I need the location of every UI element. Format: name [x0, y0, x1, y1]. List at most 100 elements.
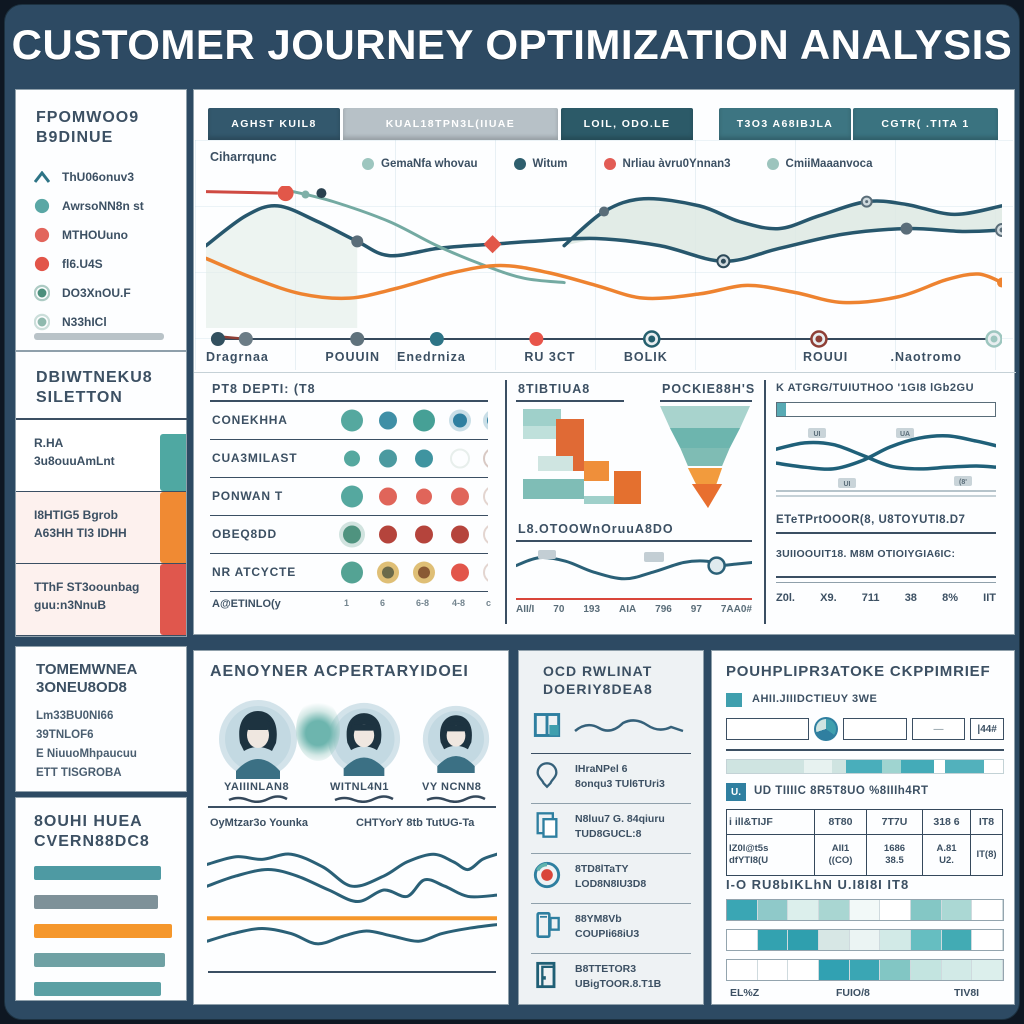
legend-item-label: N33hICl: [62, 314, 107, 329]
recommendation-line1: B8TTETOR3: [575, 963, 637, 975]
progress-field[interactable]: [776, 402, 996, 417]
spark-label-2: CHTYorY 8tb TutUG-Ta: [356, 817, 475, 829]
selection-row[interactable]: R.HA 3u8ouuAmLnt: [16, 420, 186, 492]
heatmap-cell: [849, 960, 881, 980]
experiments-panel: POUHPLIPR3ATOKE CKPPIMRIEF AHII.JIIIDCTI…: [711, 650, 1015, 1005]
personas-bottom-rule: [208, 971, 496, 973]
matrix-header: PT8 DEPTI: (T8: [212, 382, 316, 396]
timeline-label: ROUUI: [803, 350, 849, 364]
spark-label-1: OyMtzar3o Younka: [210, 817, 309, 829]
timeline-label: POUUIN: [325, 350, 381, 364]
pie-icon[interactable]: [814, 717, 839, 741]
recommendations-panel: OCD RWLINAT DOERIY8DEA8 IHraNPel 6 8onqu3…: [518, 650, 704, 1005]
persona-avatar: [422, 705, 490, 773]
selection-row-accent: [160, 564, 186, 635]
forecast-number: IIT: [983, 592, 996, 604]
matrix-footer-tick: 1: [344, 598, 350, 608]
selection-row[interactable]: TThF ST3oounbag guu:n3NnuB: [16, 564, 186, 636]
matrix-row-label: NR ATCYCTE: [212, 565, 296, 579]
trend-rule: [516, 540, 752, 542]
overview-bar: [34, 982, 161, 996]
waterfall-chart: [518, 406, 644, 506]
bar-track: [34, 895, 172, 909]
selection-row[interactable]: I8HTIG5 Bgrob A63HH TI3 IDHH: [16, 492, 186, 564]
text-field[interactable]: [726, 718, 810, 740]
trend-x-labels: AII/I 70 193 AIA 796 97 7AA0#: [516, 604, 752, 615]
forecast-number: 38: [904, 592, 917, 604]
chart-legend-label: GemaNfa whovau: [381, 158, 478, 170]
table-header-cell: i ill&TIJF: [726, 809, 815, 835]
heatmap-cell: [972, 960, 1003, 980]
bar-segment: [881, 760, 901, 773]
heatmap-cell: [941, 930, 973, 950]
waterfall-block: [523, 408, 561, 429]
table-data-cell: 1686 38.5: [866, 834, 923, 876]
waterfall-block: [583, 496, 639, 504]
timeline-label: BOLIK: [623, 350, 668, 364]
legend-item-label: ThU06onuv3: [62, 169, 135, 184]
connections-panel: TOMEMWNEA 3ONEU8OD8 Lm33BU0NI66 39TNLOF6 E…: [15, 646, 187, 792]
heatmap-cell: [818, 930, 850, 950]
text-field[interactable]: |44#: [970, 718, 1004, 740]
heatmap-cell: [849, 930, 881, 950]
matrix-footer-tick: 6: [380, 598, 386, 608]
heatmap-cell: [849, 900, 881, 920]
matrix-row: CONEKHHA: [210, 402, 488, 440]
cross-chart-header: K ATGRG/TUIUTHOO '1GI8 lGb2GU: [776, 382, 975, 394]
tab-journey-stage[interactable]: AGHST KUIL8: [208, 108, 340, 140]
text-field[interactable]: —: [911, 718, 966, 740]
recommendation-item[interactable]: B8TTETOR3 UBigTOOR.8.T1B: [531, 955, 691, 1003]
selection-row-line2: 3u8ouuAmLnt: [34, 454, 115, 468]
connections-line: E NiuuoMhpaucuu: [36, 748, 137, 760]
cross-baseline: [776, 495, 996, 497]
door-icon: [533, 961, 561, 989]
overview-bar: [34, 953, 166, 967]
tab-journey-stage[interactable]: KUAL18TPN3L(IIUAE: [343, 108, 558, 140]
tab-journey-stage[interactable]: T3O3 A68IBJLA: [719, 108, 851, 140]
selection-row-line2: guu:n3NnuB: [34, 598, 106, 612]
funnel-chart: [660, 406, 750, 508]
forecast-numbers: Z0l. X9. 711 38 8% IIT: [776, 592, 996, 604]
ring-dot-icon: [34, 284, 50, 301]
selection-title-1: DBIWTNEKU8: [36, 369, 153, 386]
chevron-up-icon: [34, 169, 50, 185]
watercolor-blob: [296, 699, 340, 761]
page-title: CUSTOMER JOURNEY OPTIMIZATION ANALYSIS: [11, 21, 1013, 68]
legend-item: MTHOUuno: [34, 220, 178, 249]
recommendation-item[interactable]: 88YM8Vb COUPIi68iU3: [531, 905, 691, 954]
persona-sparklines: [207, 852, 497, 946]
recommendation-item[interactable]: [531, 705, 691, 754]
matrix-header-rule: [210, 400, 488, 402]
bar-segment: [983, 760, 1003, 773]
trend-title: L8.OTOOWnOruuA8DO: [518, 522, 674, 536]
funnel-rule: [660, 400, 752, 402]
persona-name: VY NCNN8: [422, 781, 482, 793]
legend-item-label: fl6.U4S: [62, 256, 103, 271]
recommendation-line1: N8luu7 G. 84qiuru: [575, 813, 665, 825]
tab-journey-stage[interactable]: LOIL, ODO.LE: [561, 108, 693, 140]
text-field[interactable]: [843, 718, 907, 740]
heatmap-cell: [941, 900, 973, 920]
forecast-number: Z0l.: [776, 592, 795, 604]
matrix-row-label: CONEKHHA: [212, 413, 288, 427]
recommendation-item[interactable]: 8TD8lTaTY LOD8N8IU3D8: [531, 855, 691, 904]
selection-row-line1: I8HTIG5 Bgrob: [34, 508, 119, 522]
heatmap-x-label: TIV8I: [954, 987, 980, 999]
heatmap-row: [726, 899, 1004, 921]
recommendation-item[interactable]: IHraNPel 6 8onqu3 TUl6TUri3: [531, 755, 691, 804]
recommendation-line2: COUPIi68iU3: [575, 928, 640, 940]
heatmap-cell: [788, 930, 819, 950]
metric-label: UD TIIIIC 8R5T8UO %8IIIh4RT: [754, 785, 929, 797]
heatmap-row: [726, 929, 1004, 951]
recommendation-item[interactable]: N8luu7 G. 84qiuru TUD8GUCL:8: [531, 805, 691, 854]
waterfall-block: [538, 456, 574, 471]
dot-icon: [34, 227, 50, 243]
connections-lines: Lm33BU0NI66 39TNLOF6 E NiuuoMhpaucuu ETT TI…: [36, 707, 137, 783]
timeline-labels: Dragrnaa POUUIN Enedrniza RU 3CT BOLIK ROUUI.…: [206, 350, 1002, 366]
tab-journey-stage[interactable]: CGTR( .TITA 1: [853, 108, 998, 140]
table-header-cell: 318 6: [922, 809, 971, 835]
metric-badge: U.: [726, 783, 746, 801]
journey-line-chart: [206, 186, 1002, 328]
matrix-row: OBEQ8DD: [210, 516, 488, 554]
selection-title-2: SILETTON: [36, 389, 123, 406]
